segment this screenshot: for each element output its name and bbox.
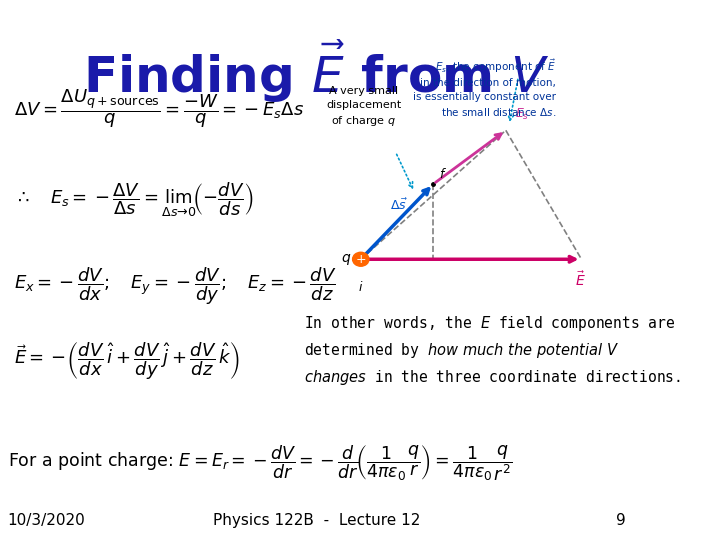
Text: $\Delta\vec{s}$: $\Delta\vec{s}$ bbox=[390, 198, 408, 213]
Text: $\Delta V = \dfrac{\Delta U_{q+\mathrm{sources}}}{q} = \dfrac{-W}{q} = -E_s \Del: $\Delta V = \dfrac{\Delta U_{q+\mathrm{s… bbox=[14, 87, 305, 130]
Text: Finding $\vec{E}$ from $V$: Finding $\vec{E}$ from $V$ bbox=[83, 39, 550, 105]
Text: 9: 9 bbox=[616, 513, 626, 528]
Circle shape bbox=[353, 252, 369, 266]
Text: $\vec{E} = -\!\left(\dfrac{dV}{dx}\,\hat{i} + \dfrac{dV}{dy}\,\hat{j} + \dfrac{d: $\vec{E} = -\!\left(\dfrac{dV}{dx}\,\hat… bbox=[14, 341, 240, 382]
Text: For a point charge: $E = E_r = -\dfrac{dV}{dr} = -\dfrac{d}{dr}\!\left(\dfrac{1}: For a point charge: $E = E_r = -\dfrac{d… bbox=[8, 444, 512, 483]
Text: $E_s$, the component of $\vec{E}$
in the direction of motion,
is essentially con: $E_s$, the component of $\vec{E}$ in the… bbox=[413, 58, 557, 118]
Text: f: f bbox=[440, 168, 444, 181]
Text: $+$: $+$ bbox=[355, 253, 366, 266]
Text: In other words, the $E$ field components are
determined by $\mathbf{\mathit{how\: In other words, the $E$ field components… bbox=[304, 314, 681, 388]
Text: i: i bbox=[359, 281, 363, 294]
Text: $q$: $q$ bbox=[341, 252, 351, 267]
Text: $E_s$: $E_s$ bbox=[516, 107, 529, 122]
Text: Physics 122B  -  Lecture 12: Physics 122B - Lecture 12 bbox=[213, 513, 420, 528]
Text: $E_x = -\dfrac{dV}{dx}; \quad E_y = -\dfrac{dV}{dy}; \quad E_z = -\dfrac{dV}{dz}: $E_x = -\dfrac{dV}{dx}; \quad E_y = -\df… bbox=[14, 265, 337, 307]
Text: $\therefore \quad E_s = -\dfrac{\Delta V}{\Delta s} = \lim_{\Delta s \to 0}\!\le: $\therefore \quad E_s = -\dfrac{\Delta V… bbox=[14, 181, 254, 219]
Text: A very small
displacement
of charge $q$: A very small displacement of charge $q$ bbox=[326, 86, 402, 127]
Text: $\vec{E}$: $\vec{E}$ bbox=[575, 270, 586, 288]
Text: 10/3/2020: 10/3/2020 bbox=[8, 513, 86, 528]
